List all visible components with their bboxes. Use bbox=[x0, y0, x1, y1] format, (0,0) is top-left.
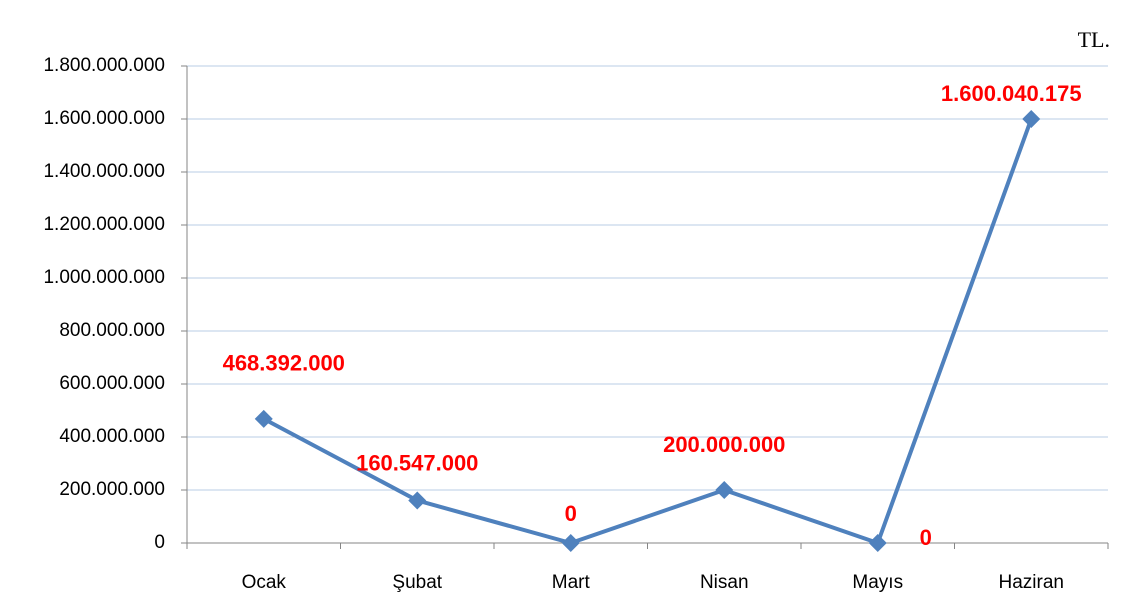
marker bbox=[408, 491, 427, 510]
y-tick-label: 1.200.000.000 bbox=[43, 214, 165, 235]
y-tick-label: 1.600.000.000 bbox=[43, 108, 165, 129]
y-tick-label: 200.000.000 bbox=[59, 479, 165, 500]
value-label: 160.547.000 bbox=[356, 450, 478, 475]
x-tick-label: Mart bbox=[552, 572, 591, 593]
value-label: 0 bbox=[920, 525, 932, 550]
value-label: 468.392.000 bbox=[223, 351, 345, 376]
y-tick-label: 0 bbox=[154, 532, 165, 553]
x-tick-label: Şubat bbox=[392, 572, 442, 593]
line bbox=[262, 118, 1034, 545]
y-tick-label: 1.800.000.000 bbox=[43, 55, 165, 76]
y-tick-label: 1.400.000.000 bbox=[43, 161, 165, 182]
value-label: 1.600.040.175 bbox=[941, 81, 1082, 106]
x-tick-label: Haziran bbox=[999, 572, 1064, 593]
y-tick-label: 800.000.000 bbox=[59, 320, 165, 341]
value-label: 0 bbox=[565, 501, 577, 526]
x-tick-label: Nisan bbox=[700, 572, 749, 593]
marker bbox=[1022, 109, 1041, 128]
x-tick-label: Mayıs bbox=[852, 572, 903, 593]
y-tick-label: 1.000.000.000 bbox=[43, 267, 165, 288]
marker bbox=[254, 409, 273, 428]
y-tick-label: 600.000.000 bbox=[59, 373, 165, 394]
y-tick-label: 400.000.000 bbox=[59, 426, 165, 447]
marker bbox=[868, 534, 887, 552]
marker bbox=[715, 481, 734, 499]
marker bbox=[561, 534, 580, 552]
value-label: 200.000.000 bbox=[663, 432, 785, 457]
unit-annotation: TL. bbox=[1078, 27, 1110, 52]
x-tick-label: Ocak bbox=[242, 572, 287, 593]
